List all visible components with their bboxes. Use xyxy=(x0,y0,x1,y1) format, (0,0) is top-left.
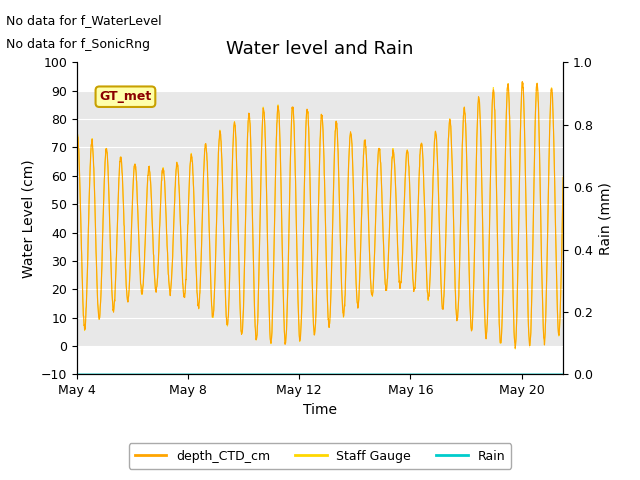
Bar xyxy=(77,91,563,346)
Text: No data for f_SonicRng: No data for f_SonicRng xyxy=(6,38,150,51)
Y-axis label: Water Level (cm): Water Level (cm) xyxy=(21,159,35,278)
Text: No data for f_WaterLevel: No data for f_WaterLevel xyxy=(6,14,162,27)
Title: Water level and Rain: Water level and Rain xyxy=(227,40,413,58)
Legend: depth_CTD_cm, Staff Gauge, Rain: depth_CTD_cm, Staff Gauge, Rain xyxy=(129,444,511,469)
X-axis label: Time: Time xyxy=(303,403,337,417)
Text: GT_met: GT_met xyxy=(99,90,152,103)
Y-axis label: Rain (mm): Rain (mm) xyxy=(598,182,612,255)
